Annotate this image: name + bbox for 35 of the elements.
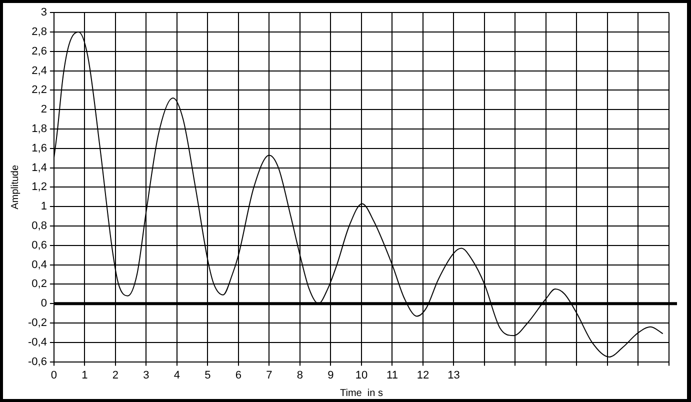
y-tick-label: 0,4 xyxy=(32,258,47,271)
x-tick-label: 5 xyxy=(204,369,211,382)
x-tick-label: 6 xyxy=(235,369,242,382)
y-tick-label: -0,6 xyxy=(28,356,47,368)
y-tick-label: 1,8 xyxy=(32,123,47,136)
y-tick-label: 1,2 xyxy=(32,181,47,194)
x-tick-label: 9 xyxy=(328,369,334,382)
y-tick-label: 2,6 xyxy=(32,45,47,58)
y-tick-label: 0,8 xyxy=(32,220,47,232)
y-tick-label: -0,2 xyxy=(28,317,47,330)
x-tick-label: 8 xyxy=(296,369,304,382)
x-tick-label: 4 xyxy=(174,369,180,382)
y-tick-label: 1,6 xyxy=(32,142,47,154)
x-tick-label: 0 xyxy=(50,369,58,382)
y-tick-label: 2,2 xyxy=(32,84,47,96)
y-tick-label: 0,6 xyxy=(32,239,47,252)
y-axis-title: Amplitude xyxy=(10,164,21,210)
y-tick-label: 0,2 xyxy=(32,278,47,290)
x-tick-label: 3 xyxy=(143,369,150,382)
y-tick-label: 0 xyxy=(40,298,47,310)
y-tick-label: -0,4 xyxy=(28,336,47,348)
y-tick-label: 2 xyxy=(40,104,47,116)
x-tick-label: 2 xyxy=(112,369,119,382)
y-tick-label: 1 xyxy=(40,200,47,213)
y-tick-label: 3 xyxy=(40,6,47,19)
x-tick-label: 1 xyxy=(82,369,88,382)
y-tick-label: 1,4 xyxy=(32,162,47,174)
x-tick-label: 11 xyxy=(386,369,398,382)
x-tick-label: 10 xyxy=(355,369,368,382)
x-tick-label: 7 xyxy=(266,369,272,382)
x-axis-title: Time in s xyxy=(340,388,383,399)
x-tick-label: 13 xyxy=(448,369,460,382)
y-tick-label: 2,8 xyxy=(32,26,47,38)
x-tick-label: 12 xyxy=(416,369,430,382)
y-tick-label: 2,4 xyxy=(32,64,47,77)
